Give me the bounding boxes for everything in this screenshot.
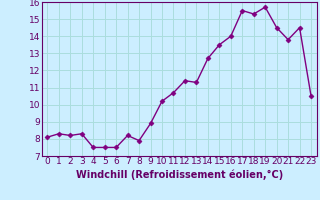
X-axis label: Windchill (Refroidissement éolien,°C): Windchill (Refroidissement éolien,°C) xyxy=(76,169,283,180)
